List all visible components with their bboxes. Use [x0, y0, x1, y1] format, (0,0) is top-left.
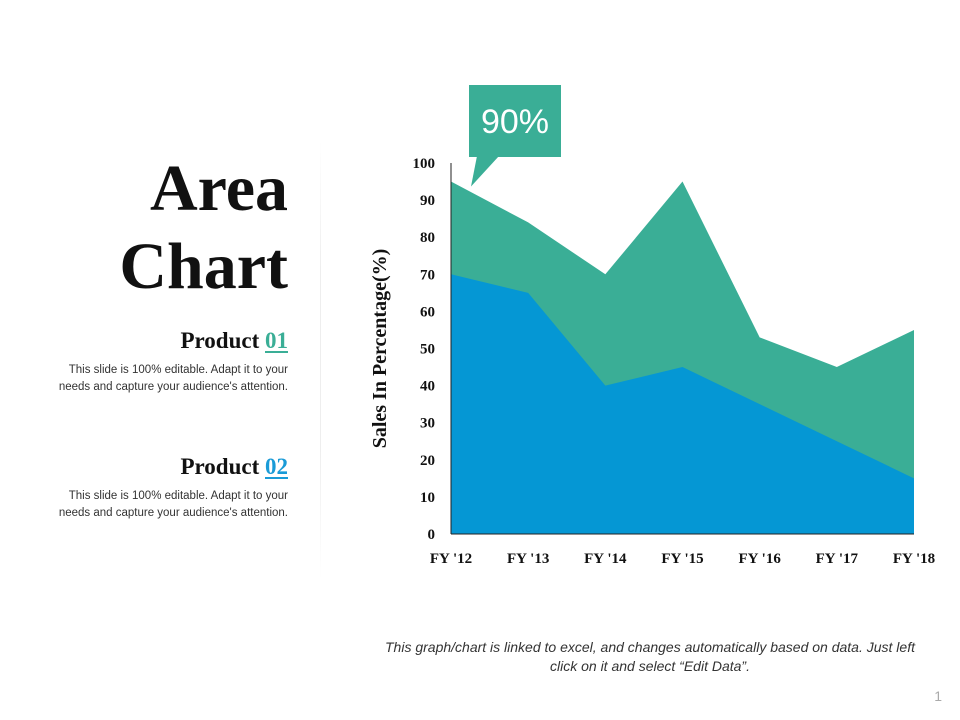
x-tick-label: FY '18 [893, 551, 935, 567]
y-tick-label: 50 [420, 342, 435, 358]
product-01-number: 01 [265, 328, 288, 353]
x-tick-label: FY '15 [661, 551, 703, 567]
title-line-2: Chart [119, 230, 288, 303]
product-01-block: Product 01 This slide is 100% editable. … [58, 328, 288, 395]
x-tick-label: FY '17 [816, 551, 859, 567]
x-tick-label: FY '12 [430, 551, 472, 567]
y-axis-title: Sales In Percentage(%) [369, 249, 391, 449]
vertical-divider [320, 140, 321, 580]
callout-bubble [469, 85, 561, 157]
page-number: 1 [934, 688, 942, 704]
y-tick-label: 40 [420, 379, 435, 395]
x-tick-label: FY '13 [507, 551, 549, 567]
series-2-area [451, 274, 914, 534]
y-tick-label: 80 [420, 230, 435, 246]
callout-pointer [471, 156, 499, 187]
title-line-1: Area [149, 152, 288, 225]
y-tick-label: 0 [428, 527, 436, 543]
y-tick-label: 30 [420, 416, 435, 432]
product-02-label: Product [180, 454, 260, 479]
product-01-heading: Product 01 [58, 328, 288, 354]
y-tick-label: 100 [413, 156, 436, 172]
callout-label: 90% [481, 103, 549, 141]
product-02-description: This slide is 100% editable. Adapt it to… [58, 490, 288, 519]
product-02-block: Product 02 This slide is 100% editable. … [58, 454, 288, 521]
page-title: Area Chart [119, 150, 288, 306]
x-tick-label: FY '16 [738, 551, 781, 567]
product-02-number: 02 [265, 454, 288, 479]
product-01-label: Product [180, 328, 260, 353]
y-tick-label: 60 [420, 304, 435, 320]
y-tick-label: 70 [420, 267, 435, 283]
chart-caption: This graph/chart is linked to excel, and… [385, 639, 915, 674]
product-02-heading: Product 02 [58, 454, 288, 480]
y-tick-label: 20 [420, 453, 435, 469]
product-01-description: This slide is 100% editable. Adapt it to… [58, 364, 288, 393]
y-tick-label: 90 [420, 193, 435, 209]
y-tick-label: 10 [420, 490, 435, 506]
area-chart: 0 10 20 30 40 50 60 70 80 90 100 FY '12 FY '13 FY '14… [369, 85, 935, 567]
x-tick-label: FY '14 [584, 551, 627, 567]
